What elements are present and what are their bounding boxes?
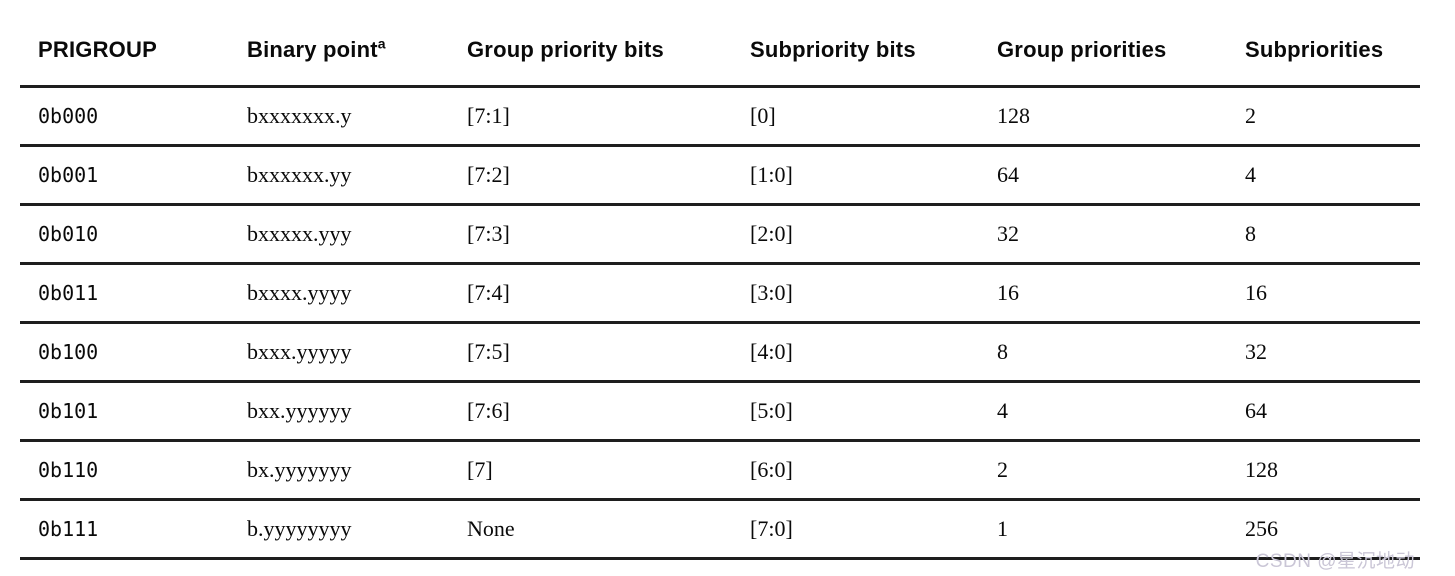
cell-group-priority-bits: None — [447, 499, 730, 560]
column-header-binary-point: Binary pointa — [227, 14, 447, 88]
cell-subpriorities: 2 — [1225, 86, 1420, 147]
cell-binary-point: bxxxxxx.yy — [227, 145, 447, 206]
cell-binary-point: bxx.yyyyyy — [227, 381, 447, 442]
column-header-label: PRIGROUP — [38, 36, 157, 62]
cell-subpriorities: 256 — [1225, 499, 1420, 560]
table-row: 0b101 bxx.yyyyyy [7:6] [5:0] 4 64 — [20, 381, 1420, 442]
cell-binary-point: bx.yyyyyyy — [227, 440, 447, 501]
cell-subpriorities: 8 — [1225, 204, 1420, 265]
table-body: 0b000 bxxxxxxx.y [7:1] [0] 128 2 0b001 bxxxxxx.… — [20, 86, 1420, 560]
column-header-prigroup: PRIGROUP — [20, 14, 227, 88]
cell-group-priorities: 16 — [977, 263, 1225, 324]
column-header-label: Subpriority bits — [750, 36, 916, 62]
cell-binary-point: bxxx.yyyyy — [227, 322, 447, 383]
cell-group-priorities: 64 — [977, 145, 1225, 206]
cell-binary-point: bxxxxx.yyy — [227, 204, 447, 265]
cell-group-priority-bits: [7:4] — [447, 263, 730, 324]
column-header-label: Group priorities — [997, 36, 1167, 62]
cell-subpriority-bits: [4:0] — [730, 322, 977, 383]
cell-prigroup: 0b000 — [20, 86, 227, 147]
cell-group-priorities: 2 — [977, 440, 1225, 501]
cell-subpriority-bits: [1:0] — [730, 145, 977, 206]
column-header-subpriorities: Subpriorities — [1225, 14, 1420, 88]
cell-binary-point: bxxxx.yyyy — [227, 263, 447, 324]
table-row: 0b001 bxxxxxx.yy [7:2] [1:0] 64 4 — [20, 145, 1420, 206]
cell-subpriorities: 16 — [1225, 263, 1420, 324]
cell-binary-point: bxxxxxxx.y — [227, 86, 447, 147]
column-header-group-priority-bits: Group priority bits — [447, 14, 730, 88]
cell-subpriorities: 64 — [1225, 381, 1420, 442]
cell-prigroup: 0b010 — [20, 204, 227, 265]
cell-subpriority-bits: [5:0] — [730, 381, 977, 442]
cell-prigroup: 0b100 — [20, 322, 227, 383]
cell-subpriorities: 32 — [1225, 322, 1420, 383]
cell-subpriority-bits: [3:0] — [730, 263, 977, 324]
column-header-label: Binary point — [247, 36, 378, 62]
cell-subpriority-bits: [7:0] — [730, 499, 977, 560]
cell-prigroup: 0b101 — [20, 381, 227, 442]
cell-subpriorities: 128 — [1225, 440, 1420, 501]
table-row: 0b011 bxxxx.yyyy [7:4] [3:0] 16 16 — [20, 263, 1420, 324]
table-row: 0b010 bxxxxx.yyy [7:3] [2:0] 32 8 — [20, 204, 1420, 265]
cell-group-priorities: 1 — [977, 499, 1225, 560]
table-row: 0b100 bxxx.yyyyy [7:5] [4:0] 8 32 — [20, 322, 1420, 383]
table-row: 0b111 b.yyyyyyyy None [7:0] 1 256 — [20, 499, 1420, 560]
cell-subpriorities: 4 — [1225, 145, 1420, 206]
cell-group-priorities: 4 — [977, 381, 1225, 442]
cell-prigroup: 0b001 — [20, 145, 227, 206]
cell-group-priority-bits: [7:1] — [447, 86, 730, 147]
cell-subpriority-bits: [2:0] — [730, 204, 977, 265]
cell-prigroup: 0b011 — [20, 263, 227, 324]
cell-binary-point: b.yyyyyyyy — [227, 499, 447, 560]
cell-subpriority-bits: [0] — [730, 86, 977, 147]
prigroup-table: PRIGROUP Binary pointa Group priority bi… — [20, 14, 1420, 560]
cell-group-priority-bits: [7] — [447, 440, 730, 501]
header-row: PRIGROUP Binary pointa Group priority bi… — [20, 14, 1420, 88]
cell-group-priorities: 128 — [977, 86, 1225, 147]
cell-group-priorities: 32 — [977, 204, 1225, 265]
column-header-group-priorities: Group priorities — [977, 14, 1225, 88]
cell-group-priority-bits: [7:2] — [447, 145, 730, 206]
cell-prigroup: 0b111 — [20, 499, 227, 560]
cell-group-priority-bits: [7:6] — [447, 381, 730, 442]
table-row: 0b110 bx.yyyyyyy [7] [6:0] 2 128 — [20, 440, 1420, 501]
footnote-marker: a — [377, 35, 386, 52]
table-row: 0b000 bxxxxxxx.y [7:1] [0] 128 2 — [20, 86, 1420, 147]
cell-subpriority-bits: [6:0] — [730, 440, 977, 501]
watermark: CSDN @星沉地动 — [1255, 551, 1415, 572]
cell-group-priority-bits: [7:3] — [447, 204, 730, 265]
cell-group-priority-bits: [7:5] — [447, 322, 730, 383]
column-header-label: Group priority bits — [467, 36, 664, 62]
cell-prigroup: 0b110 — [20, 440, 227, 501]
column-header-subpriority-bits: Subpriority bits — [730, 14, 977, 88]
column-header-label: Subpriorities — [1245, 36, 1384, 62]
cell-group-priorities: 8 — [977, 322, 1225, 383]
